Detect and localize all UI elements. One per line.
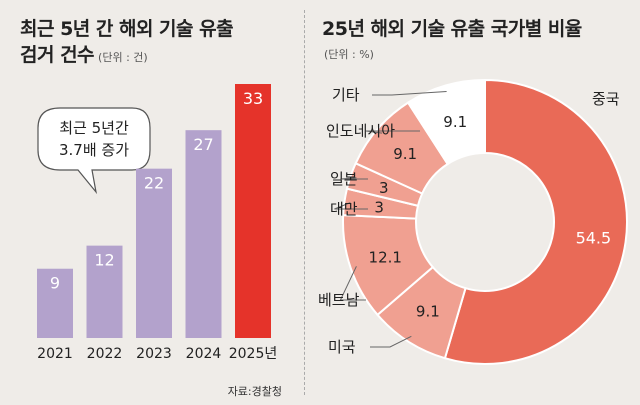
- bar-2024: [185, 130, 222, 338]
- bar-category-label: 2024: [186, 346, 222, 362]
- callout-line2: 3.7배 증가: [59, 141, 129, 159]
- donut-chart-unit: (단위 : %): [324, 48, 374, 61]
- bars-group: 9 2021 12 2022 22 2023 27 2024 33 2025년: [37, 84, 277, 362]
- leader-line: [372, 91, 447, 96]
- bar-value-label: 12: [94, 251, 114, 270]
- slice-value-label: 3: [374, 199, 384, 217]
- category-label-베트남: 베트남: [318, 291, 360, 309]
- slice-value-label: 12.1: [369, 248, 402, 266]
- leader-line: [365, 130, 420, 134]
- bar-2023: [136, 168, 172, 338]
- slice-value-label: 9.1: [443, 113, 467, 131]
- category-label-일본: 일본: [330, 170, 358, 188]
- left-panel: 최근 5년 간 해외 기술 유출 검거 건수 (단위 : 건) 최근 5년간 3.…: [0, 0, 300, 405]
- bar-chart-title-text: 검거 건수: [20, 44, 95, 66]
- bar-2025년: [235, 84, 271, 338]
- slice-value-label: 9.1: [416, 303, 440, 321]
- slice-value-label: 9.1: [393, 145, 417, 163]
- slice-중국: [443, 78, 628, 365]
- slice-value-label: 3: [379, 179, 389, 197]
- leader-line: [334, 202, 368, 210]
- bar-chart: 최근 5년간 3.7배 증가 9 2021 12 2022 22 2023 27 2024 33…: [37, 84, 277, 362]
- leader-line: [370, 335, 412, 348]
- bar-value-label: 9: [50, 274, 60, 293]
- slice-value-label: 54.5: [576, 229, 612, 248]
- bar-value-label: 33: [243, 89, 263, 108]
- category-label-인도네시아: 인도네시아: [326, 122, 395, 140]
- bar-chart-title-line1: 최근 5년 간 해외 기술 유출: [20, 18, 234, 40]
- bar-2022: [86, 245, 123, 338]
- leader-line: [339, 266, 366, 301]
- source-label: 자료:경찰청: [227, 385, 282, 398]
- bar-chart-title-line2: 검거 건수 (단위 : 건): [20, 40, 148, 67]
- bar-value-label: 22: [144, 174, 164, 193]
- leader-lines: [334, 91, 447, 348]
- category-label-미국: 미국: [328, 338, 356, 356]
- bar-category-label: 2022: [87, 346, 123, 362]
- bar-category-label: 2025년: [229, 346, 278, 362]
- bar-category-label: 2023: [136, 346, 172, 362]
- bar-category-label: 2021: [37, 346, 73, 362]
- bar-chart-unit: (단위 : 건): [98, 51, 148, 64]
- leader-line: [340, 177, 368, 180]
- category-label-기타: 기타: [332, 86, 360, 104]
- right-panel: 25년 해외 기술 유출 국가별 비율 (단위 : %) 54.5 9.1 12.1…: [310, 0, 640, 405]
- callout-line1: 최근 5년간: [59, 119, 129, 137]
- slices-group: [342, 78, 628, 365]
- panel-divider: [304, 10, 305, 395]
- category-label-대만: 대만: [330, 200, 358, 218]
- bar-2021: [37, 268, 73, 338]
- slice-기타: [406, 78, 486, 166]
- category-label-중국: 중국: [592, 90, 620, 108]
- callout-bubble: 최근 5년간 3.7배 증가: [37, 107, 151, 195]
- bar-value-label: 27: [193, 135, 213, 154]
- donut-chart-title: 25년 해외 기술 유출 국가별 비율: [322, 18, 582, 40]
